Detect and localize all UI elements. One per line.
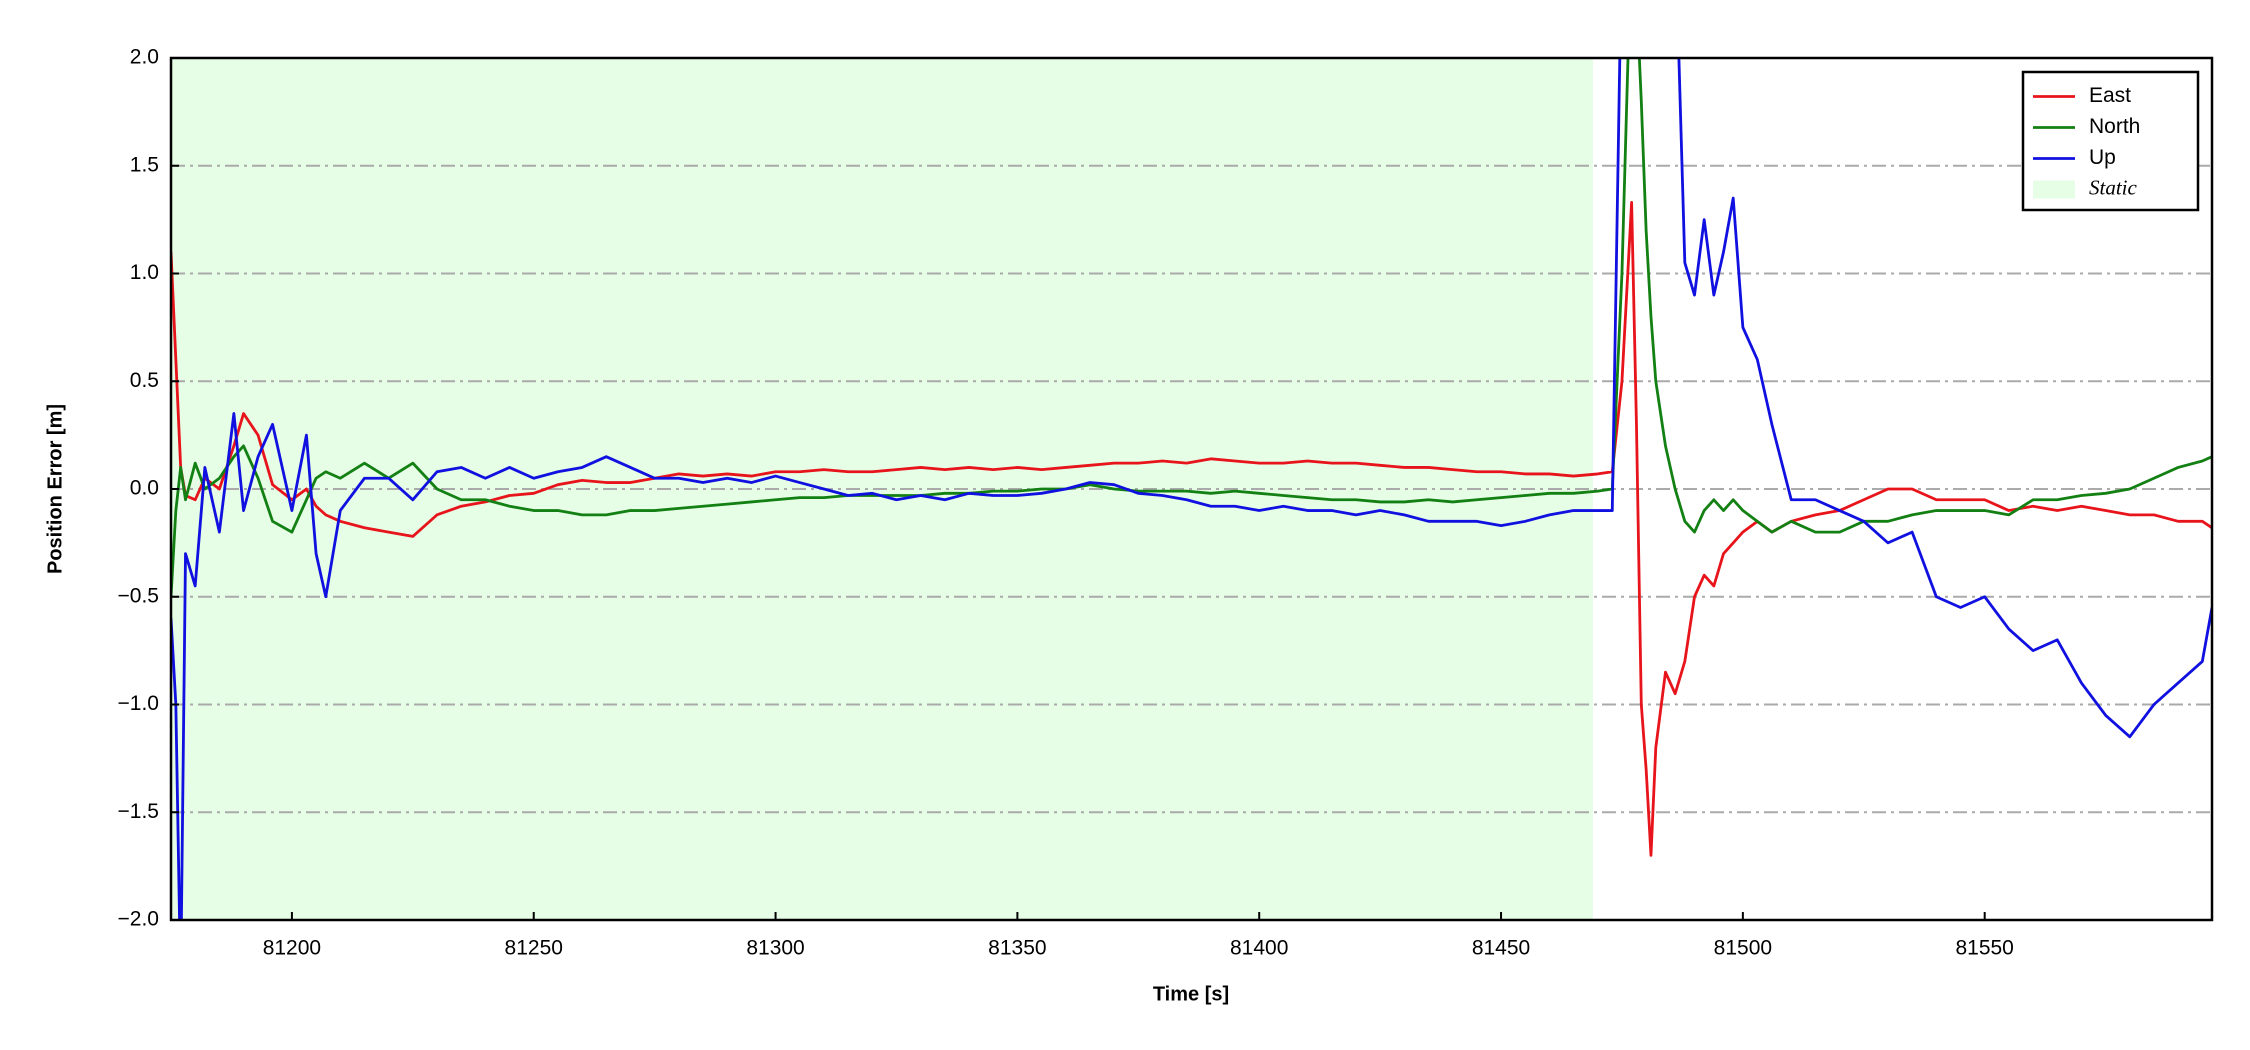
x-tick-label: 81400 bbox=[1230, 937, 1288, 960]
y-axis-label: Position Error [m] bbox=[44, 404, 66, 574]
y-tick-label: 1.0 bbox=[130, 261, 159, 284]
x-tick-label: 81300 bbox=[746, 937, 804, 960]
x-axis-label: Time [s] bbox=[1153, 983, 1229, 1005]
y-tick-label: −2.0 bbox=[118, 908, 159, 931]
legend-label: North bbox=[2089, 115, 2140, 138]
legend-label: Static bbox=[2089, 175, 2138, 199]
line-layer bbox=[171, 58, 2212, 920]
x-tick-label: 81450 bbox=[1472, 937, 1530, 960]
y-tick-label: 0.0 bbox=[130, 477, 159, 500]
x-tick-label: 81200 bbox=[263, 937, 321, 960]
series-line bbox=[171, 58, 2212, 597]
series-line bbox=[171, 200, 2212, 857]
legend-patch bbox=[2033, 180, 2075, 199]
x-tick-label: 81350 bbox=[988, 937, 1046, 960]
y-tick-label: 1.5 bbox=[130, 153, 159, 176]
y-tick-label: −1.0 bbox=[118, 692, 159, 715]
series-line bbox=[171, 58, 2212, 920]
legend: East North Up Static bbox=[2021, 70, 2200, 212]
y-tick-label: 2.0 bbox=[130, 46, 159, 69]
y-tick-label: −1.5 bbox=[118, 800, 159, 823]
legend-label: East bbox=[2089, 84, 2131, 107]
x-tick-label: 81250 bbox=[505, 937, 563, 960]
y-tick-label: −0.5 bbox=[118, 584, 159, 607]
y-tick-label: 0.5 bbox=[130, 369, 159, 392]
x-tick-label: 81500 bbox=[1714, 937, 1772, 960]
x-tick-label: 81550 bbox=[1955, 937, 2013, 960]
tick-layer: −2.0 −1.5 −1.0 −0.5 0.0 0.5 1.0 1.5 2.0 81200 8125… bbox=[118, 46, 2014, 960]
legend-label: Up bbox=[2089, 146, 2116, 169]
